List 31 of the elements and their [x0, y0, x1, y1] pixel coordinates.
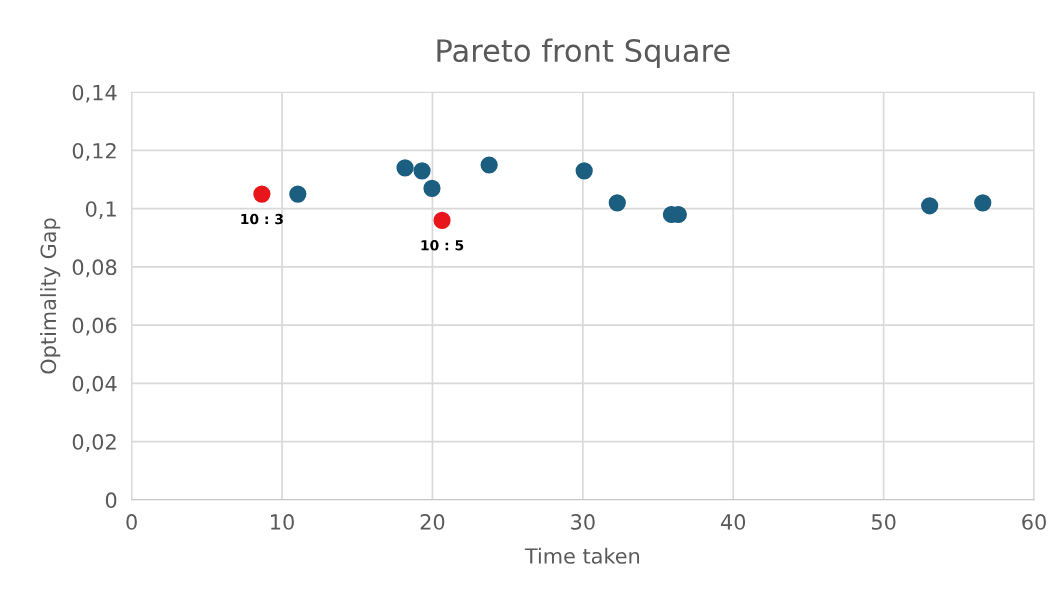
y-tick-label: 0: [105, 492, 117, 509]
point: [608, 194, 626, 212]
x-tick-label: 10: [271, 514, 294, 530]
point: [433, 211, 451, 229]
annotation: 10 : 5: [421, 240, 464, 251]
x-tick-label: 60: [1022, 514, 1046, 530]
y-tick-label: 0,14: [72, 84, 117, 103]
point: [423, 179, 441, 197]
y-tick-label: 0,12: [72, 142, 116, 161]
x-tick-label: 0: [126, 514, 137, 530]
y-tick-label: 0,04: [72, 375, 117, 394]
x-tick-label: 50: [872, 514, 896, 530]
x-tick-label: 20: [420, 514, 445, 530]
annotation: 10 : 3: [241, 213, 283, 225]
x-axis-title: Time taken: [524, 547, 639, 564]
y-tick-label: 0,1: [85, 201, 116, 220]
chart-title: Pareto front Square: [437, 38, 730, 69]
point: [413, 162, 431, 180]
y-tick-label: 0,02: [72, 434, 116, 452]
y-axis-title: Optimality Gap: [40, 218, 61, 374]
point: [396, 159, 414, 177]
point: [480, 156, 498, 174]
x-tick-label: 30: [571, 514, 595, 530]
point: [921, 197, 939, 215]
point: [289, 185, 307, 203]
point: [575, 162, 593, 180]
y-tick-label: 0,08: [72, 259, 117, 278]
y-tick-label: 0,06: [72, 317, 117, 336]
point: [253, 185, 271, 203]
point: [974, 194, 992, 212]
x-tick-label: 40: [721, 514, 746, 530]
